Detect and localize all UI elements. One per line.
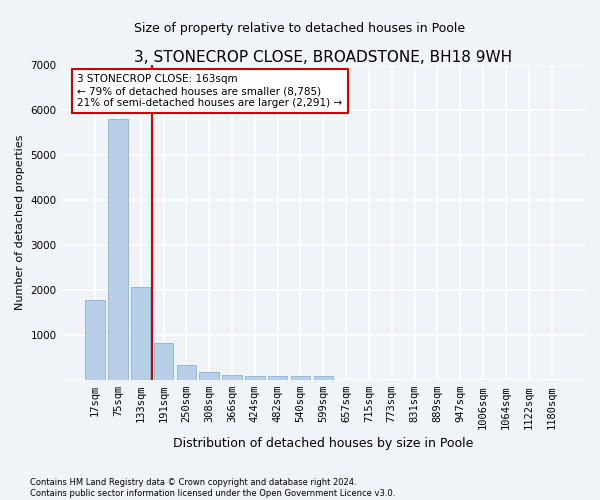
Text: Size of property relative to detached houses in Poole: Size of property relative to detached ho… [134,22,466,35]
Text: 3 STONECROP CLOSE: 163sqm
← 79% of detached houses are smaller (8,785)
21% of se: 3 STONECROP CLOSE: 163sqm ← 79% of detac… [77,74,343,108]
Y-axis label: Number of detached properties: Number of detached properties [15,135,25,310]
X-axis label: Distribution of detached houses by size in Poole: Distribution of detached houses by size … [173,437,473,450]
Bar [176,365,196,380]
Bar [154,342,173,380]
Bar [85,300,105,380]
Bar [314,376,333,380]
Bar [131,288,151,380]
Bar [245,376,265,380]
Title: 3, STONECROP CLOSE, BROADSTONE, BH18 9WH: 3, STONECROP CLOSE, BROADSTONE, BH18 9WH [134,50,512,65]
Bar [199,372,219,380]
Bar [291,376,310,380]
Text: Contains HM Land Registry data © Crown copyright and database right 2024.
Contai: Contains HM Land Registry data © Crown c… [30,478,395,498]
Bar [268,376,287,380]
Bar [108,119,128,380]
Bar [222,375,242,380]
